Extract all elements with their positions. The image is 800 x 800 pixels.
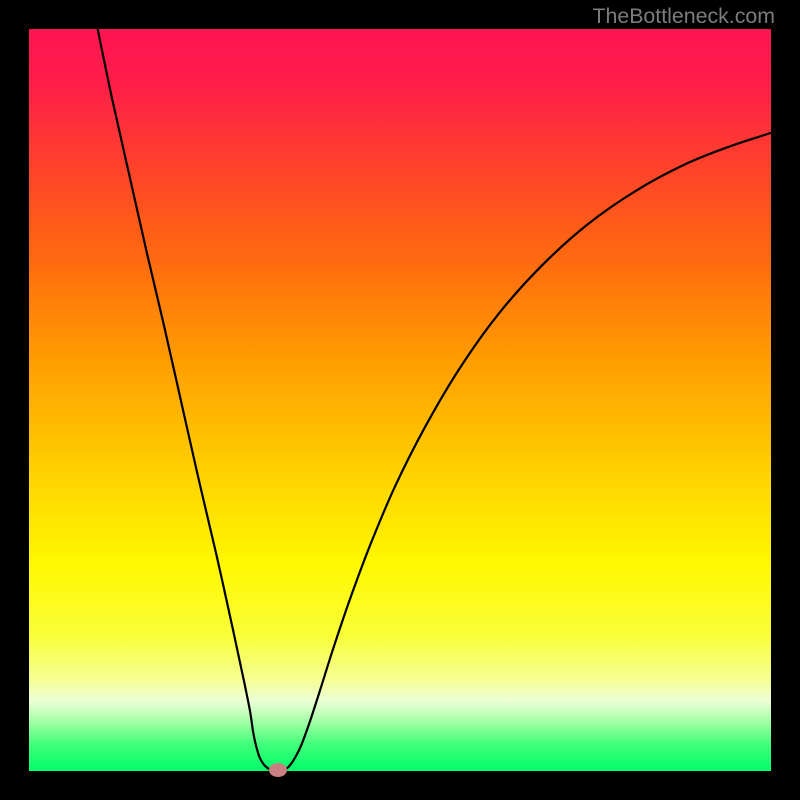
attribution-label: TheBottleneck.com [592, 4, 775, 29]
chart-curve-layer [29, 29, 771, 771]
optimum-marker [269, 763, 287, 777]
root-canvas: TheBottleneck.com [0, 0, 800, 800]
bottleneck-curve [98, 29, 771, 771]
